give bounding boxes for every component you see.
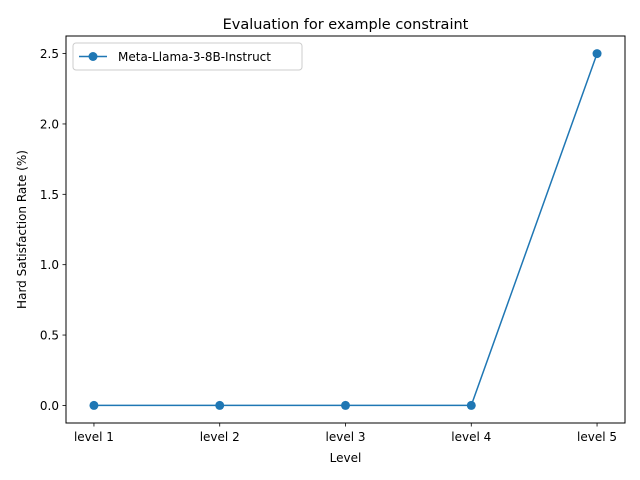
legend-label: Meta-Llama-3-8B-Instruct <box>118 50 271 64</box>
y-tick-label: 2.5 <box>40 47 59 61</box>
series-line <box>93 53 598 407</box>
x-axis-title: Level <box>330 451 362 465</box>
data-point <box>215 400 225 410</box>
y-tick-label: 1.5 <box>40 188 59 202</box>
data-point <box>89 400 99 410</box>
legend-marker-sample <box>88 52 98 61</box>
y-tick-label: 2.0 <box>40 117 59 131</box>
x-tick-label: level 1 <box>74 430 114 444</box>
y-axis-ticks: 0.0 0.5 1.0 1.5 2.0 2.5 <box>40 47 66 413</box>
y-axis-title: Hard Satisfaction Rate (%) <box>15 150 29 309</box>
chart-title: Evaluation for example constraint <box>223 17 469 33</box>
series-layer <box>89 49 602 410</box>
y-tick-label: 0.5 <box>40 329 59 343</box>
data-point <box>341 400 350 410</box>
x-tick-label: level 3 <box>326 430 366 444</box>
x-tick-label: level 4 <box>451 430 491 444</box>
x-tick-label: level 2 <box>200 430 240 444</box>
legend: Meta-Llama-3-8B-Instruct <box>72 42 303 71</box>
plot-area-frame <box>65 35 626 424</box>
x-axis-ticks: level 1 level 2 level 3 level 4 level 5 <box>74 423 617 444</box>
y-tick-label: 0.0 <box>40 399 59 413</box>
legend-box <box>72 42 303 71</box>
x-tick-label: level 5 <box>577 430 617 444</box>
data-point <box>592 49 602 59</box>
data-point <box>466 400 476 410</box>
y-tick-label: 1.0 <box>40 258 59 272</box>
